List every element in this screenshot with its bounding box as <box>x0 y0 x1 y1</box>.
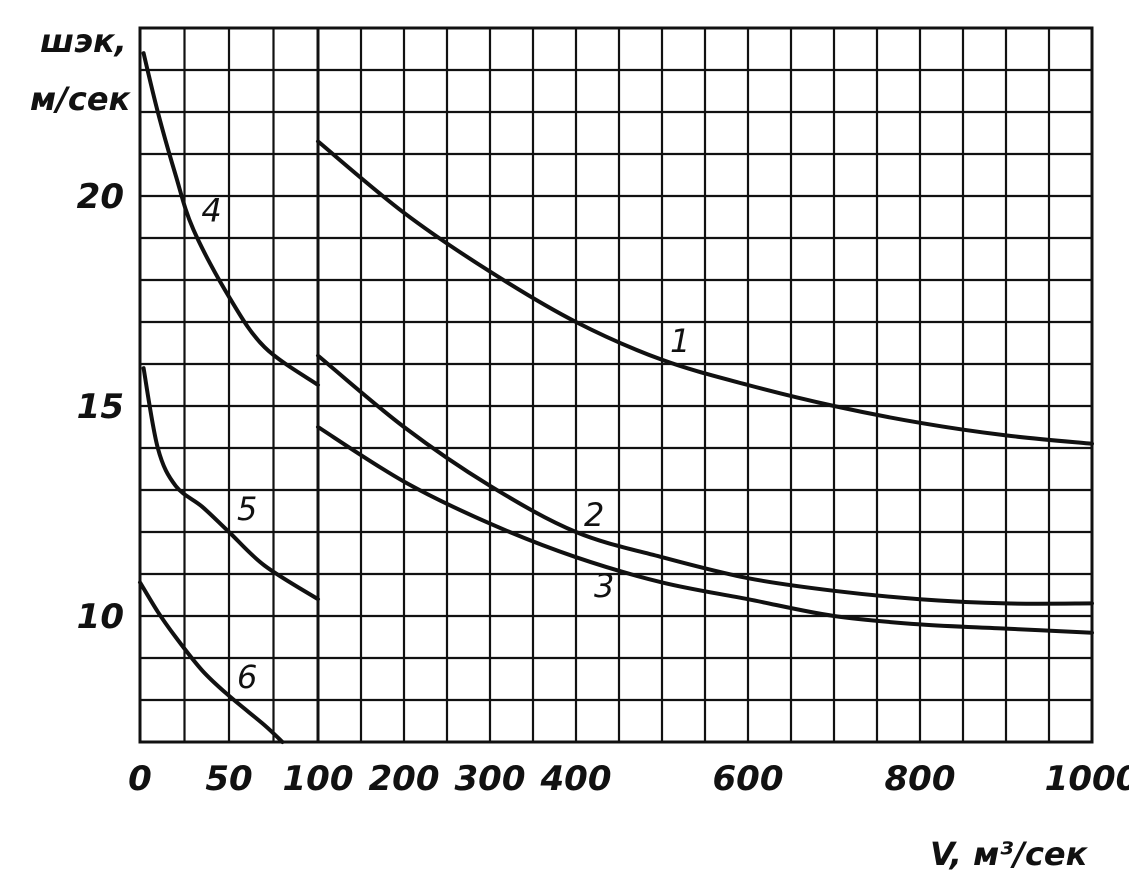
y-axis-label-line2: м/сек <box>30 80 132 118</box>
series-line-4 <box>141 51 320 387</box>
series-label-5: 5 <box>237 490 257 528</box>
series-line-2 <box>316 353 1094 606</box>
x-tick-label: 200 <box>369 759 440 799</box>
y-tick-label: 20 <box>77 177 124 217</box>
x-tick-label: 0 <box>128 759 152 799</box>
series-line-6 <box>138 580 285 744</box>
x-axis-label: V, м³/сек <box>930 835 1089 873</box>
plot-frame <box>138 26 1094 744</box>
x-tick-label: 100 <box>283 759 354 799</box>
y-tick-label: 15 <box>77 387 124 427</box>
x-tick-label: 300 <box>455 759 526 799</box>
y-tick-label: 10 <box>77 597 124 637</box>
x-tick-label: 800 <box>885 759 956 799</box>
curves <box>138 51 1094 744</box>
series-label-6: 6 <box>237 658 257 696</box>
tick-labels: 0501002003004006008001000101520 <box>77 177 1129 799</box>
series-line-3 <box>316 425 1094 635</box>
grid <box>138 26 1094 744</box>
x-tick-label: 600 <box>713 759 784 799</box>
series-line-5 <box>141 366 320 602</box>
x-tick-label: 50 <box>205 759 252 799</box>
x-tick-label: 1000 <box>1045 759 1129 799</box>
series-line-1 <box>316 139 1094 446</box>
y-axis-label-line1: шэк, <box>40 22 127 60</box>
series-label-3: 3 <box>594 567 614 605</box>
curve-labels: 1 2 3 4 5 6 <box>201 192 690 696</box>
series-label-4: 4 <box>201 192 221 230</box>
series-label-1: 1 <box>670 322 690 360</box>
series-label-2: 2 <box>584 496 604 534</box>
x-tick-label: 400 <box>540 759 612 799</box>
